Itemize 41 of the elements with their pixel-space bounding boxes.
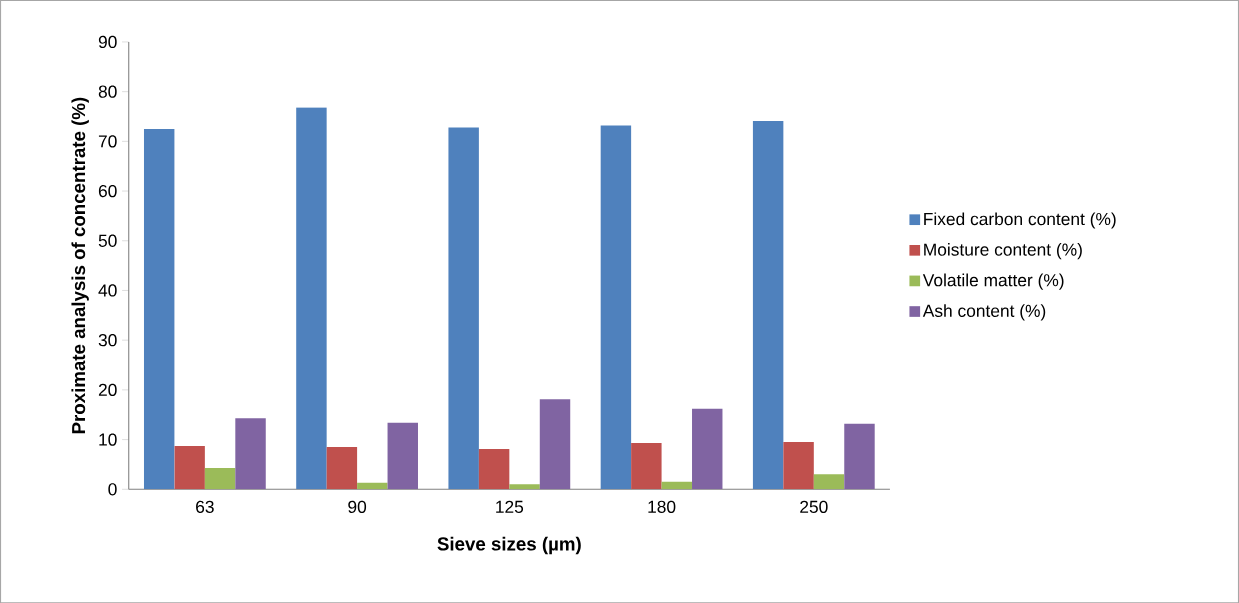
bar	[783, 441, 814, 490]
legend-label: Fixed carbon content (%)	[924, 212, 1116, 229]
bar	[387, 422, 418, 490]
bar	[357, 482, 388, 490]
legend-label: Ash content (%)	[922, 304, 1046, 321]
legend-label: Moisture content (%)	[924, 242, 1082, 260]
legend-label: Volatile matter (%)	[922, 273, 1064, 290]
bar	[326, 446, 358, 490]
bar	[174, 445, 205, 490]
bar	[844, 423, 875, 490]
x-tick-label: 180	[648, 500, 676, 513]
y-tick-label: 10	[99, 433, 117, 446]
x-tick-label: 90	[348, 500, 367, 513]
bar	[752, 120, 784, 490]
bar	[692, 408, 723, 490]
y-tick-label: 0	[108, 482, 117, 496]
bar	[813, 474, 845, 490]
x-tick-label: 63	[196, 500, 214, 513]
x-tick-label: 125	[496, 500, 524, 513]
bar	[661, 481, 693, 490]
y-tick-label: 80	[98, 85, 117, 98]
bar	[509, 484, 540, 490]
bar	[143, 128, 175, 490]
bar	[539, 399, 571, 490]
y-axis-title: Proximate analysis of concentrate (%)	[71, 97, 89, 434]
y-tick-label: 90	[98, 35, 117, 48]
bar	[448, 127, 479, 490]
y-tick-label: 60	[98, 184, 117, 198]
x-tick-label: 250	[800, 500, 828, 513]
y-tick-label: 50	[98, 234, 117, 247]
y-tick-label: 20	[98, 383, 117, 396]
x-axis-title: Sieve sizes (µm)	[437, 536, 581, 555]
y-tick-label: 30	[98, 333, 117, 347]
bar	[600, 125, 632, 490]
bar	[296, 107, 327, 490]
y-tick-label: 70	[98, 135, 117, 148]
y-tick-label: 40	[98, 284, 117, 297]
bar	[204, 467, 236, 490]
bar	[478, 448, 510, 490]
bar	[631, 442, 662, 490]
bar	[235, 418, 266, 490]
